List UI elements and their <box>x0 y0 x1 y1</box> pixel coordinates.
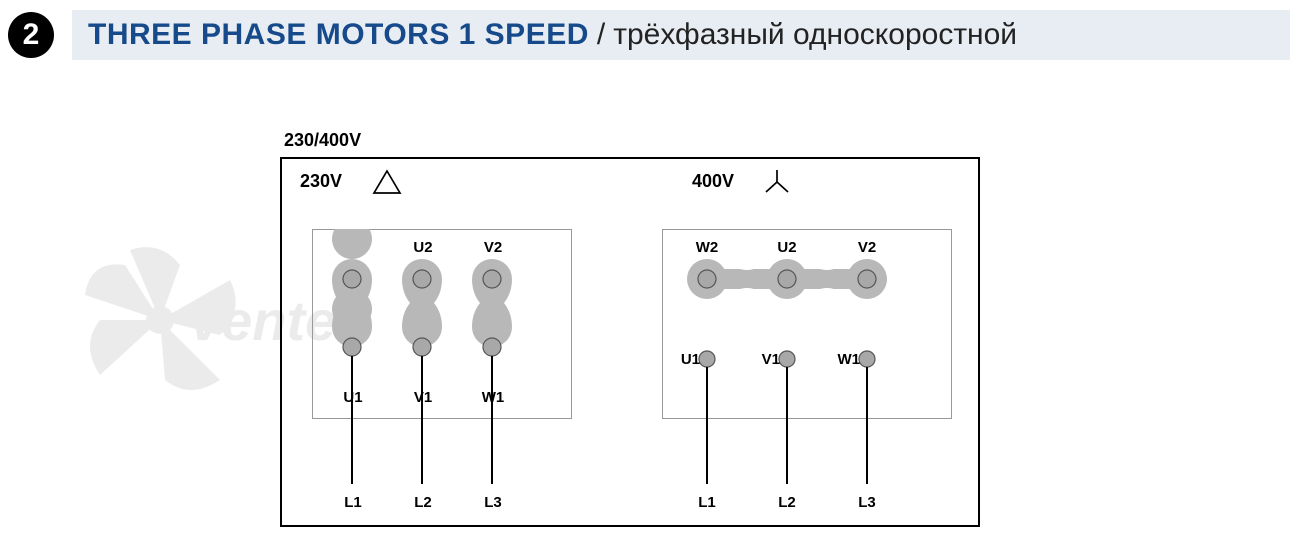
line-label: L1 <box>692 494 722 511</box>
wiring-diagram: 230/400V 230V W2 U2 V2 <box>280 130 980 527</box>
title-sub: трёхфазный односкоростной <box>613 18 1017 52</box>
section-number-badge: 2 <box>8 12 54 58</box>
delta-symbol-icon <box>372 169 402 195</box>
term-label: U1 <box>338 389 368 406</box>
title-bar: THREE PHASE MOTORS 1 SPEED / трёхфазный … <box>72 10 1290 60</box>
line-label: L3 <box>478 494 508 511</box>
diagram-frame: 230V W2 U2 V2 <box>280 157 980 527</box>
term-label: W1 <box>830 351 860 368</box>
star-symbol-icon <box>762 167 792 197</box>
title-separator: / <box>597 18 605 52</box>
line-label: L3 <box>852 494 882 511</box>
term-label: V1 <box>750 351 780 368</box>
title-main: THREE PHASE MOTORS 1 SPEED <box>88 18 589 52</box>
header: 2 THREE PHASE MOTORS 1 SPEED / трёхфазны… <box>0 0 1302 60</box>
line-label: L2 <box>408 494 438 511</box>
term-label: W1 <box>478 389 508 406</box>
line-label: L2 <box>772 494 802 511</box>
line-label: L1 <box>338 494 368 511</box>
left-connections <box>312 229 572 519</box>
left-voltage-label: 230V <box>300 171 342 192</box>
right-voltage-label: 400V <box>692 171 734 192</box>
right-connections <box>662 229 952 519</box>
term-label: U1 <box>670 351 700 368</box>
dual-voltage-label: 230/400V <box>284 130 980 151</box>
term-label: V1 <box>408 389 438 406</box>
